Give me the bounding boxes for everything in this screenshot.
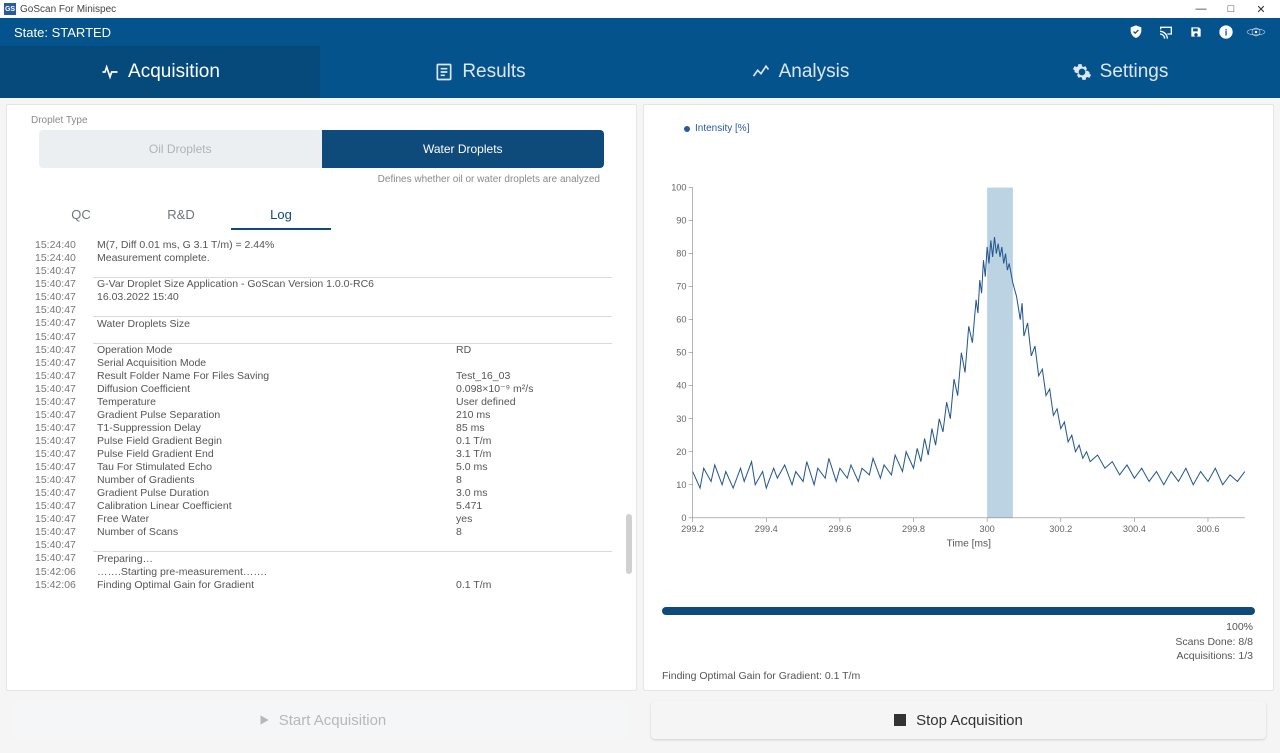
log-row: 15:40:47Calibration Linear Coefficient5.… (31, 500, 612, 513)
shield-check-icon[interactable] (1126, 22, 1146, 42)
svg-text:40: 40 (676, 381, 686, 391)
log-row: 15:40:47 (31, 330, 612, 343)
log-row: 15:40:47Preparing… (31, 552, 612, 566)
log-row: 15:42:06…….Starting pre-measurement……. (31, 565, 612, 578)
chart-legend: Intensity [%] (662, 123, 1255, 134)
svg-text:50: 50 (676, 348, 686, 358)
subtab-bar: QC R&D Log (31, 201, 612, 230)
svg-text:299.4: 299.4 (755, 524, 778, 534)
log-row: 15:24:40M(7, Diff 0.01 ms, G 3.1 T/m) = … (31, 238, 612, 251)
svg-text:90: 90 (676, 216, 686, 226)
log-row: 15:40:47Result Folder Name For Files Sav… (31, 370, 612, 383)
scans-done-label: Scans Done: 8/8 (644, 635, 1253, 650)
start-acquisition-button: Start Acquisition (14, 701, 629, 739)
log-row: 15:24:40Measurement complete. (31, 251, 612, 264)
svg-text:299.6: 299.6 (828, 524, 851, 534)
log-row: 15:40:47 (31, 304, 612, 317)
log-row: 15:40:47T1-Suppression Delay85 ms (31, 422, 612, 435)
info-icon[interactable]: i (1216, 22, 1236, 42)
log-row: 15:40:47Gradient Pulse Duration3.0 ms (31, 487, 612, 500)
app-icon: GS (4, 3, 16, 15)
svg-text:300.6: 300.6 (1196, 524, 1219, 534)
os-titlebar: GS GoScan For Minispec — □ ✕ (0, 0, 1280, 18)
brand-logo-icon (1246, 22, 1266, 42)
log-row: 15:40:47G-Var Droplet Size Application -… (31, 277, 612, 291)
droplet-type-label: Droplet Type (7, 105, 636, 130)
droplet-option-oil[interactable]: Oil Droplets (39, 130, 322, 168)
window-maximize-icon[interactable]: □ (1216, 3, 1246, 15)
log-row: 15:40:47Gradient Pulse Separation210 ms (31, 409, 612, 422)
svg-text:i: i (1225, 27, 1228, 37)
log-row: 15:40:47Pulse Field Gradient Begin0.1 T/… (31, 435, 612, 448)
acquisitions-label: Acquisitions: 1/3 (644, 649, 1253, 664)
log-row: 15:42:06Finding Optimal Gain for Gradien… (31, 578, 612, 591)
state-label: State: STARTED (14, 25, 111, 40)
log-row: 15:40:47 (31, 539, 612, 552)
tab-analysis[interactable]: Analysis (640, 46, 960, 98)
tab-settings[interactable]: Settings (960, 46, 1280, 98)
window-minimize-icon[interactable]: — (1186, 3, 1216, 15)
svg-text:20: 20 (676, 447, 686, 457)
subtab-log[interactable]: Log (231, 201, 331, 230)
save-disk-icon[interactable] (1186, 22, 1206, 42)
svg-text:299.2: 299.2 (681, 524, 704, 534)
log-row: 15:40:47Pulse Field Gradient End3.1 T/m (31, 448, 612, 461)
svg-text:300.2: 300.2 (1049, 524, 1072, 534)
log-row: 15:40:47Serial Acquisition Mode (31, 357, 612, 370)
status-banner: State: STARTED i (0, 18, 1280, 46)
svg-text:300: 300 (979, 524, 994, 534)
tab-acquisition[interactable]: Acquisition (0, 46, 320, 98)
window-title: GoScan For Minispec (20, 4, 116, 15)
log-row: 15:40:47 (31, 264, 612, 277)
svg-text:Time [ms]: Time [ms] (946, 538, 991, 549)
legend-dot-icon (684, 126, 690, 132)
log-row: 15:40:47Free Wateryes (31, 513, 612, 526)
subtab-rd[interactable]: R&D (131, 201, 231, 230)
intensity-chart: 0 10 20 30 40 50 60 70 80 90 100 299.2 299.4 299.6 299… (662, 136, 1255, 597)
chart-panel: Intensity [%] 0 10 20 30 40 50 60 70 80 90 100 299.… (643, 104, 1274, 691)
log-row: 15:40:47Number of Gradients8 (31, 474, 612, 487)
log-area[interactable]: 15:24:40M(7, Diff 0.01 ms, G 3.1 T/m) = … (7, 234, 636, 690)
scrollbar-thumb[interactable] (626, 514, 632, 574)
acquisition-panel: Droplet Type Oil Droplets Water Droplets… (6, 104, 637, 691)
svg-text:100: 100 (671, 183, 686, 193)
log-row: 15:40:47Diffusion Coefficient0.098×10⁻⁹ … (31, 383, 612, 396)
svg-text:30: 30 (676, 414, 686, 424)
main-nav: Acquisition Results Analysis Settings (0, 46, 1280, 98)
log-row: 15:40:47Water Droplets Size (31, 317, 612, 331)
log-row: 15:40:47Number of Scans8 (31, 526, 612, 539)
droplet-option-water[interactable]: Water Droplets (322, 130, 605, 168)
stats-block: 100% Scans Done: 8/8 Acquisitions: 1/3 (644, 617, 1273, 666)
svg-text:0: 0 (681, 513, 686, 523)
log-row: 15:40:4716.03.2022 15:40 (31, 291, 612, 304)
svg-text:300.4: 300.4 (1123, 524, 1146, 534)
svg-text:10: 10 (676, 480, 686, 490)
svg-text:80: 80 (676, 249, 686, 259)
progress-bar (644, 601, 1273, 617)
stop-icon (894, 714, 906, 726)
log-row: 15:40:47Tau For Stimulated Echo5.0 ms (31, 461, 612, 474)
svg-text:60: 60 (676, 315, 686, 325)
stop-acquisition-button[interactable]: Stop Acquisition (651, 701, 1266, 739)
log-row: 15:40:47TemperatureUser defined (31, 396, 612, 409)
status-line: Finding Optimal Gain for Gradient: 0.1 T… (644, 666, 1273, 690)
subtab-qc[interactable]: QC (31, 201, 131, 230)
droplet-type-toggle: Oil Droplets Water Droplets (39, 130, 604, 168)
tab-results[interactable]: Results (320, 46, 640, 98)
svg-text:70: 70 (676, 282, 686, 292)
percent-label: 100% (644, 620, 1253, 635)
droplet-hint: Defines whether oil or water droplets ar… (7, 168, 636, 193)
window-close-icon[interactable]: ✕ (1246, 3, 1276, 16)
log-row: 15:40:47Operation ModeRD (31, 343, 612, 357)
cast-icon[interactable] (1156, 22, 1176, 42)
svg-text:299.8: 299.8 (902, 524, 925, 534)
